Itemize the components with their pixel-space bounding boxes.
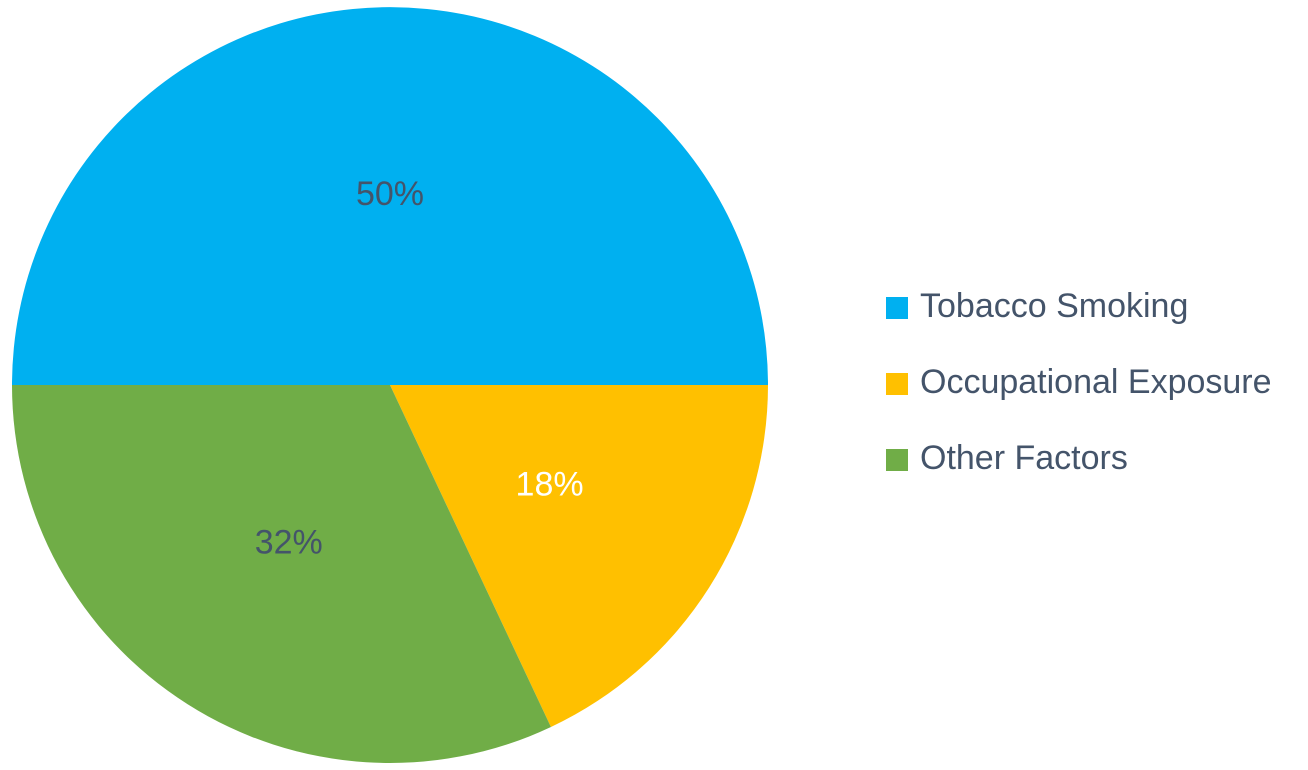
pie-slices xyxy=(12,7,768,763)
legend-label-other-factors: Other Factors xyxy=(920,439,1128,477)
data-label-occupational-exposure: 18% xyxy=(516,465,584,503)
legend-label-occupational-exposure: Occupational Exposure xyxy=(920,363,1272,401)
pie-slice-other-factors xyxy=(12,385,551,763)
legend-swatch-occupational-exposure xyxy=(886,373,908,395)
pie-slice-occupational-exposure xyxy=(390,385,768,728)
data-label-tobacco-smoking: 50% xyxy=(356,175,424,213)
legend: Tobacco Smoking Occupational Exposure Othe… xyxy=(886,287,1272,477)
legend-swatch-tobacco-smoking xyxy=(886,297,908,319)
data-label-other-factors: 32% xyxy=(255,524,323,562)
legend-swatch-other-factors xyxy=(886,449,908,471)
legend-label-tobacco-smoking: Tobacco Smoking xyxy=(920,287,1188,325)
pie-slice-labels: 50% 18% 32% xyxy=(255,175,584,562)
pie-slice-tobacco-smoking xyxy=(12,7,768,386)
